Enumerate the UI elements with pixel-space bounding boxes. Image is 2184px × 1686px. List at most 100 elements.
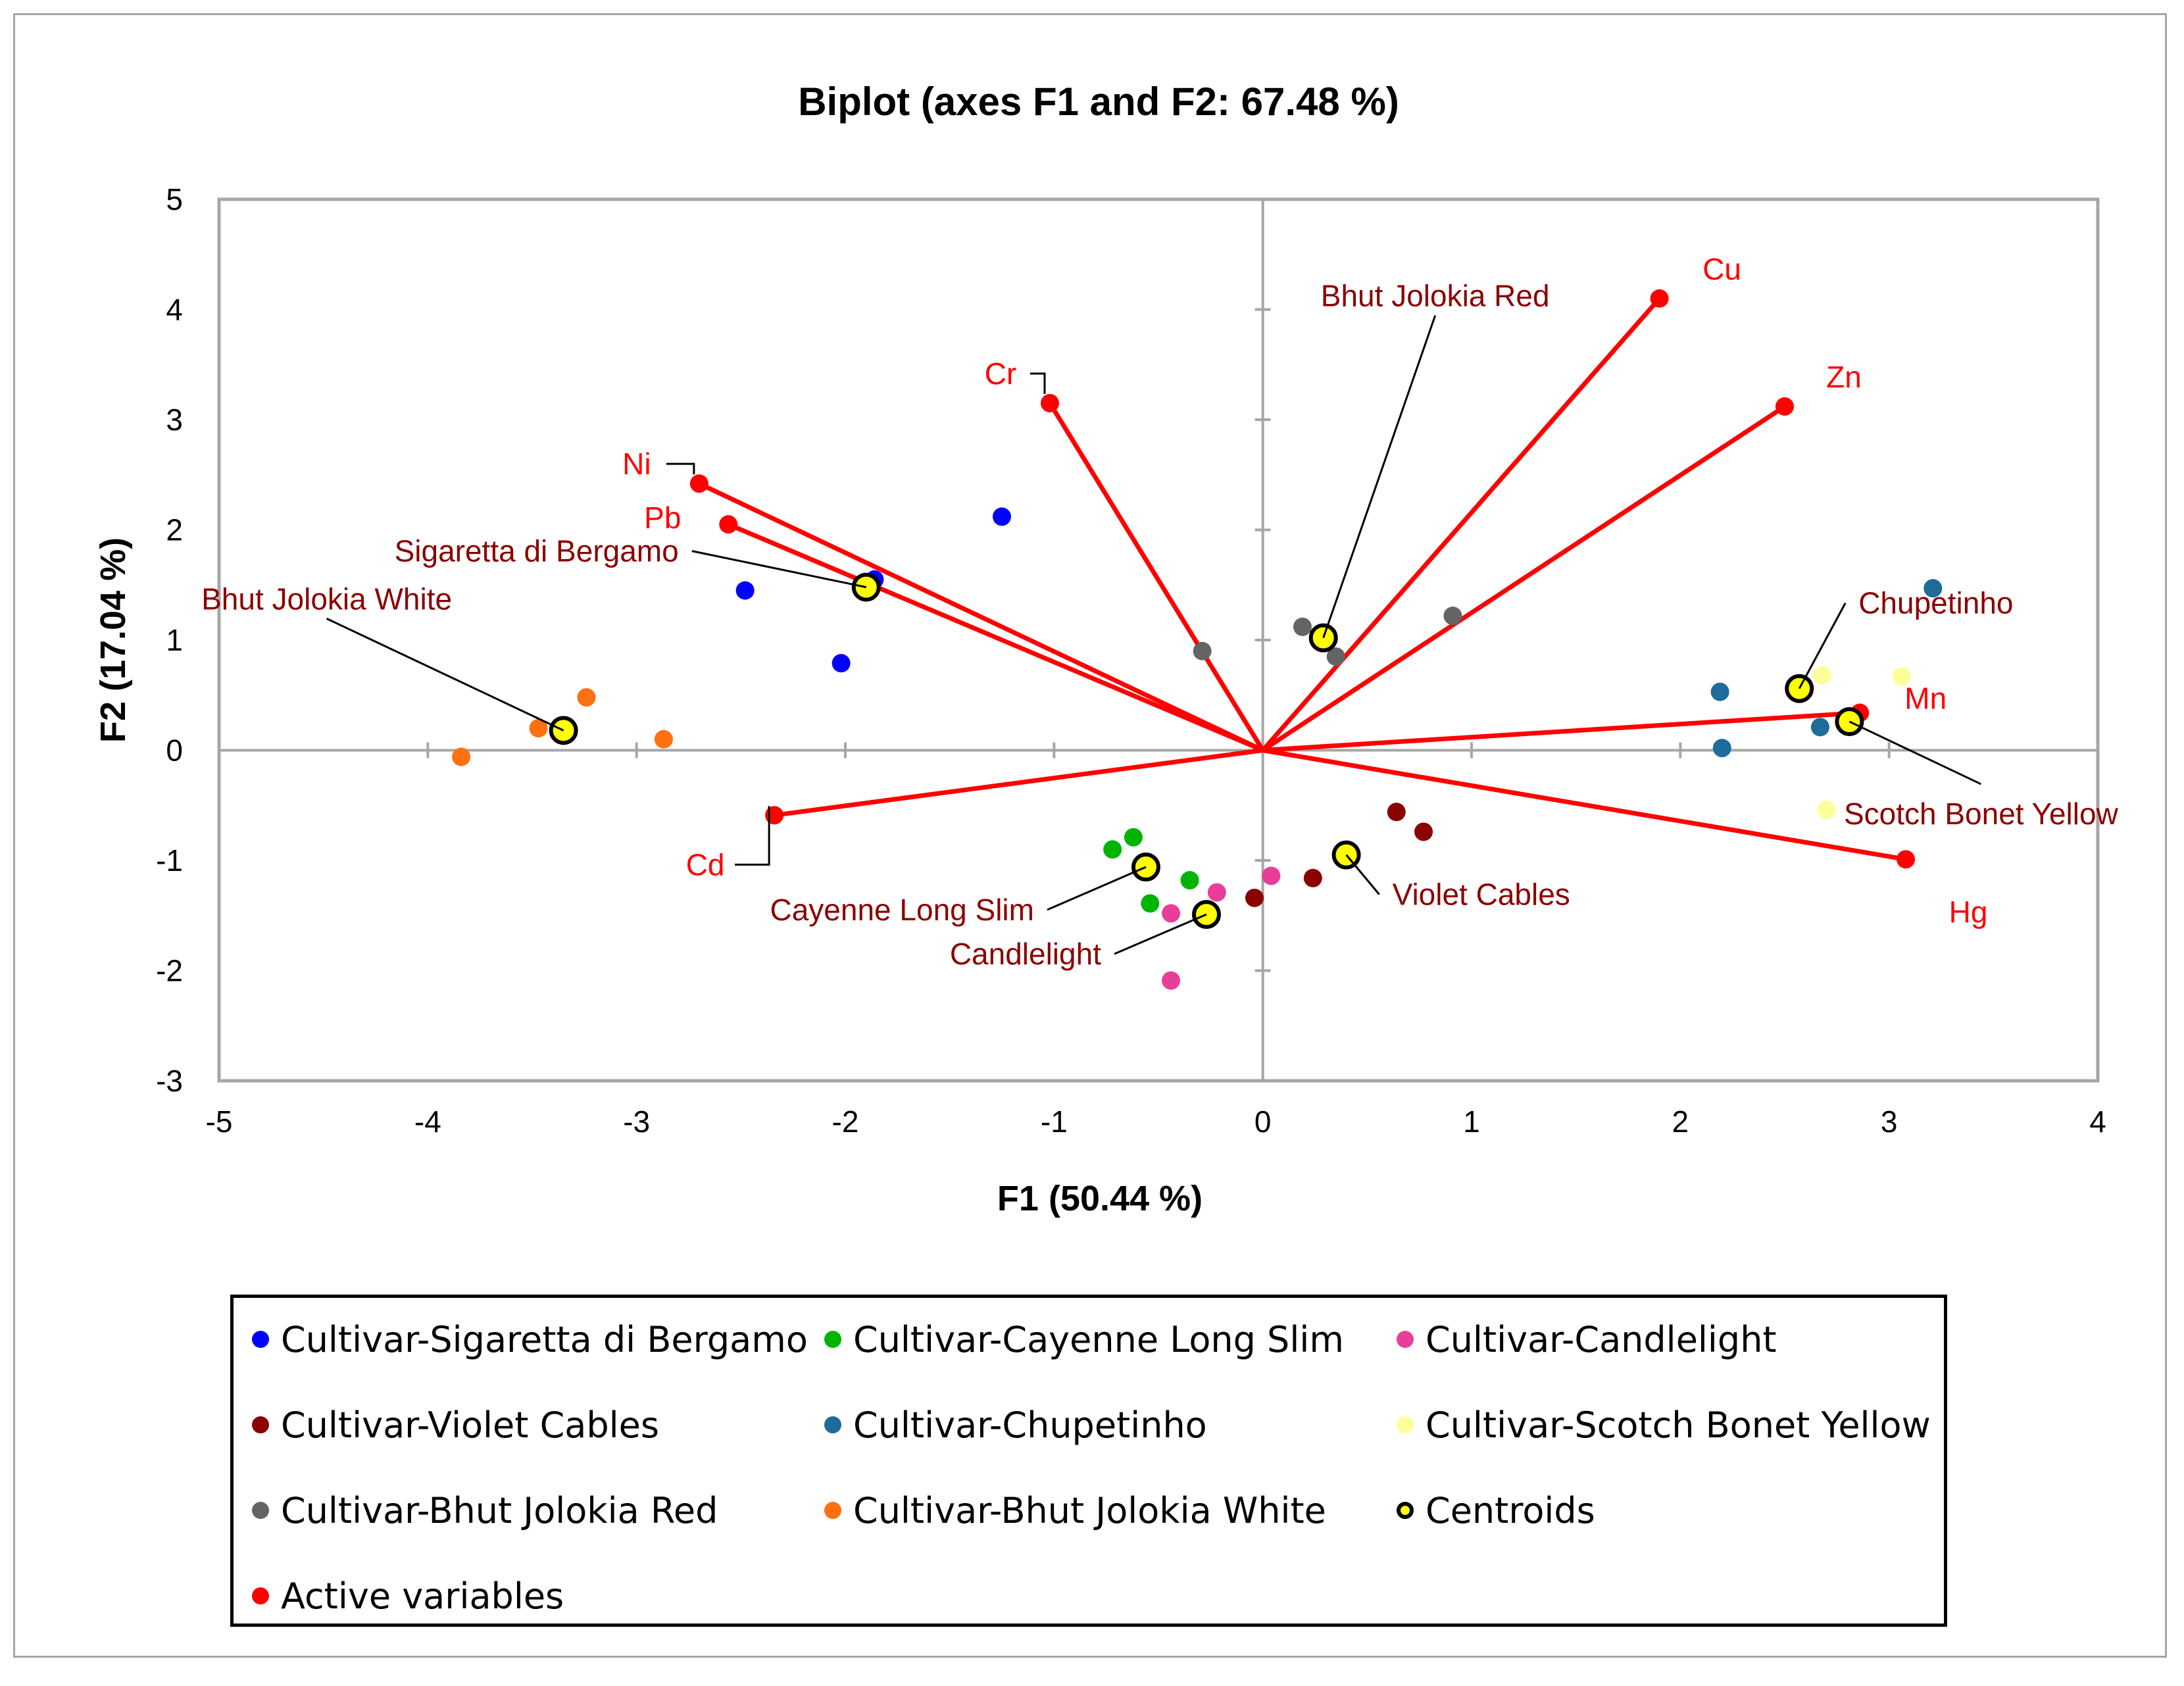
point-candlelight xyxy=(1262,866,1281,885)
variable-point-pb xyxy=(719,515,738,534)
x-tick-label: -4 xyxy=(414,1104,441,1139)
x-tick-label: 4 xyxy=(2089,1104,2106,1139)
observation-points xyxy=(452,289,1943,990)
leader-line xyxy=(1849,720,1982,785)
point-violet-cables xyxy=(1245,888,1264,907)
variable-label-ni: Ni xyxy=(622,447,651,481)
point-cayenne-long-slim xyxy=(1141,894,1160,913)
chart-title: Biplot (axes F1 and F2: 67.48 %) xyxy=(798,80,1399,124)
legend-label: Cultivar-Chupetinho xyxy=(853,1404,1207,1446)
legend-marker-icon xyxy=(252,1587,269,1604)
axes-layer: -5 -4 -3 -2 -1 0 1 2 3 4 -3 -2 -1 0 1 2 3 4 5 xyxy=(156,182,2106,1139)
point-candlelight xyxy=(1162,904,1181,923)
centroid-label-sigaretta-di-bergamo: Sigaretta di Bergamo xyxy=(395,534,679,568)
leader-line xyxy=(1798,602,1847,689)
leader-line xyxy=(735,806,770,866)
point-scotch-bonet-yellow xyxy=(1892,667,1911,686)
point-bhut-jolokia-red xyxy=(1443,607,1462,626)
y-tick-label: 4 xyxy=(166,293,183,327)
variable-point-cu xyxy=(1650,289,1669,308)
point-scotch-bonet-yellow xyxy=(1817,800,1836,819)
legend-marker-icon xyxy=(252,1502,269,1519)
legend-marker-icon xyxy=(1397,1502,1414,1519)
leader-line xyxy=(1047,866,1147,911)
vector-pb xyxy=(727,522,1264,753)
vector-cr xyxy=(1048,402,1265,752)
legend-label: Cultivar-Cayenne Long Slim xyxy=(853,1318,1344,1360)
variable-label-cd: Cd xyxy=(686,847,725,881)
point-violet-cables xyxy=(1414,822,1433,841)
point-sigaretta-di-bergamo xyxy=(735,581,755,600)
variable-point-zn xyxy=(1775,397,1794,416)
point-bhut-jolokia-red xyxy=(1193,641,1212,660)
variable-label-zn: Zn xyxy=(1826,360,1862,394)
variable-point-ni xyxy=(689,474,708,493)
variable-point-hg xyxy=(1897,850,1916,869)
legend-marker-icon xyxy=(252,1331,269,1348)
centroid-label-bhut-jolokia-white: Bhut Jolokia White xyxy=(201,582,452,616)
point-bhut-jolokia-white xyxy=(529,719,548,737)
centroid-label-chupetinho: Chupetinho xyxy=(1858,586,2013,620)
legend-item-bhut-white: Cultivar-Bhut Jolokia White xyxy=(824,1490,1326,1531)
leader-line xyxy=(1030,372,1046,394)
legend-marker-icon xyxy=(252,1416,269,1433)
variable-label-pb: Pb xyxy=(644,501,681,535)
legend-label: Cultivar-Bhut Jolokia Red xyxy=(281,1489,718,1531)
x-tick-label: -1 xyxy=(1041,1104,1068,1139)
y-axis-label: F2 (17.04 %) xyxy=(93,537,133,743)
centroid-label-candlelight: Candlelight xyxy=(950,937,1101,971)
x-tick-label: 2 xyxy=(1672,1104,1689,1139)
point-chupetinho xyxy=(1710,682,1729,701)
vector-cd xyxy=(774,748,1264,818)
point-bhut-jolokia-red xyxy=(1326,647,1345,666)
leader-line xyxy=(691,550,867,589)
point-bhut-jolokia-white xyxy=(654,730,673,749)
x-tick-label: -2 xyxy=(832,1104,859,1139)
point-candlelight xyxy=(1207,883,1226,902)
legend-label: Active variables xyxy=(281,1575,564,1617)
x-tick-label: 0 xyxy=(1254,1104,1272,1139)
point-cayenne-long-slim xyxy=(1103,840,1122,859)
x-tick-label: 3 xyxy=(1881,1104,1898,1139)
chart-frame xyxy=(13,13,2167,1658)
leader-line xyxy=(666,462,695,475)
vector-hg xyxy=(1262,748,1906,862)
vector-ni xyxy=(698,481,1264,753)
point-sigaretta-di-bergamo xyxy=(831,654,851,673)
point-chupetinho xyxy=(1923,579,1943,598)
variable-vectors xyxy=(698,297,1906,862)
legend-item-cayenne: Cultivar-Cayenne Long Slim xyxy=(824,1318,1344,1360)
centroid-label-cayenne-long-slim: Cayenne Long Slim xyxy=(770,893,1033,927)
legend-marker-icon xyxy=(1397,1331,1414,1348)
legend-item-sigaretta: Cultivar-Sigaretta di Bergamo xyxy=(252,1318,808,1360)
variable-label-hg: Hg xyxy=(1949,895,1988,929)
y-tick-label: 5 xyxy=(166,182,183,216)
centroid-label-scotch-bonet-yellow: Scotch Bonet Yellow xyxy=(1844,797,2119,831)
legend-label: Cultivar-Candlelight xyxy=(1426,1318,1777,1360)
y-tick-label: -2 xyxy=(156,954,183,988)
x-tick-label: 1 xyxy=(1463,1104,1480,1139)
vector-mn xyxy=(1262,710,1860,753)
data-labels: Cu Zn Cr Ni Pb Mn Hg Cd Sigaretta di Bergamo Bhut… xyxy=(201,252,2118,971)
legend-marker-icon xyxy=(1397,1416,1414,1433)
legend-marker-icon xyxy=(824,1331,841,1348)
leader-line xyxy=(1114,913,1207,955)
variable-label-cu: Cu xyxy=(1702,252,1741,286)
legend-label: Cultivar-Violet Cables xyxy=(281,1404,660,1446)
point-bhut-jolokia-white xyxy=(452,747,471,766)
point-chupetinho xyxy=(1810,718,1829,737)
leader-line xyxy=(1322,315,1437,639)
legend-marker-icon xyxy=(824,1416,841,1433)
legend-label: Centroids xyxy=(1426,1489,1595,1531)
leader-line xyxy=(1345,854,1380,895)
y-tick-label: -3 xyxy=(156,1064,183,1098)
legend-item-bhut-red: Cultivar-Bhut Jolokia Red xyxy=(252,1489,718,1531)
legend-label: Cultivar-Sigaretta di Bergamo xyxy=(281,1318,808,1360)
variable-label-mn: Mn xyxy=(1904,682,1947,716)
x-axis-label: F1 (50.44 %) xyxy=(997,1179,1203,1218)
plot-area xyxy=(217,197,2100,1083)
legend-item-scotch-bonet: Cultivar-Scotch Bonet Yellow xyxy=(1397,1404,1931,1446)
point-cayenne-long-slim xyxy=(1124,828,1143,847)
legend-label: Cultivar-Scotch Bonet Yellow xyxy=(1426,1404,1931,1446)
